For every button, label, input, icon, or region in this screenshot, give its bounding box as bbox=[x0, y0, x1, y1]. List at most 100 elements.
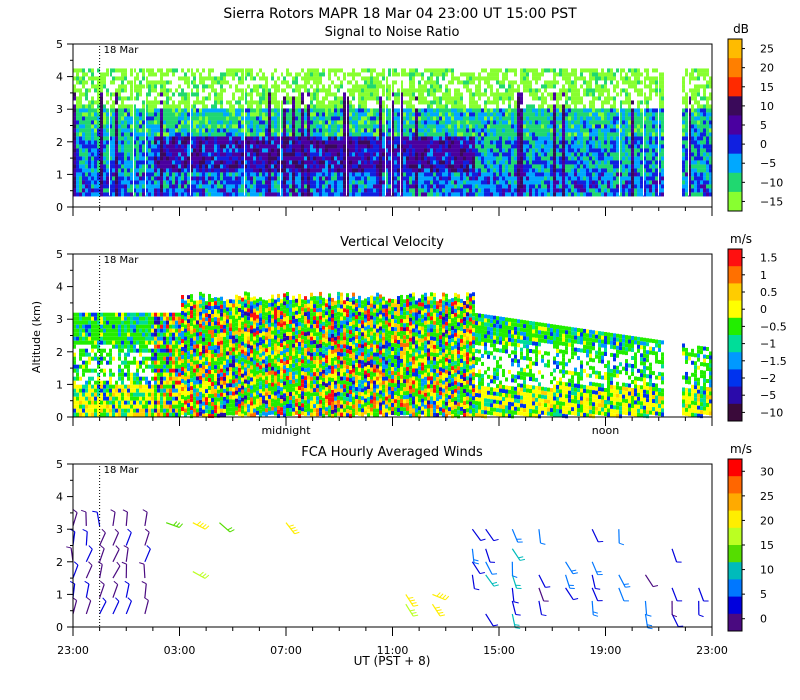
snr-cell bbox=[121, 188, 124, 193]
snr-cell bbox=[394, 136, 397, 141]
snr-cell bbox=[220, 116, 223, 121]
snr-cell bbox=[583, 184, 586, 189]
snr-cell bbox=[127, 96, 130, 101]
snr-cell bbox=[547, 184, 550, 189]
snr-cell bbox=[433, 188, 436, 193]
snr-cell bbox=[184, 172, 187, 177]
snr-cell bbox=[313, 156, 316, 161]
snr-cell bbox=[76, 164, 79, 169]
snr-cell bbox=[463, 108, 466, 113]
snr-cell bbox=[154, 136, 157, 141]
snr-cell bbox=[304, 128, 307, 133]
snr-cell bbox=[235, 188, 238, 193]
snr-gap-stripe bbox=[244, 68, 245, 196]
snr-cell bbox=[496, 68, 499, 73]
snr-cell bbox=[571, 84, 574, 89]
snr-cell bbox=[253, 84, 256, 89]
snr-cell bbox=[238, 120, 241, 125]
snr-cell bbox=[298, 104, 301, 109]
snr-cell bbox=[124, 112, 127, 117]
snr-cell bbox=[82, 152, 85, 157]
snr-cell bbox=[583, 192, 586, 197]
snr-cell bbox=[220, 84, 223, 89]
snr-cell bbox=[286, 172, 289, 177]
snr-cell bbox=[496, 148, 499, 153]
snr-cell bbox=[367, 112, 370, 117]
snr-cell bbox=[130, 156, 133, 161]
snr-cell bbox=[370, 124, 373, 129]
snr-cell bbox=[280, 80, 283, 85]
snr-cell bbox=[172, 192, 175, 197]
snr-cell bbox=[517, 160, 520, 165]
snr-cell bbox=[394, 164, 397, 169]
snr-cell bbox=[214, 136, 217, 141]
snr-cell bbox=[427, 128, 430, 133]
snr-cell bbox=[142, 68, 145, 73]
snr-cell bbox=[250, 136, 253, 141]
snr-cell bbox=[589, 100, 592, 105]
snr-cell bbox=[85, 104, 88, 109]
snr-cell bbox=[487, 184, 490, 189]
snr-cell bbox=[580, 128, 583, 133]
snr-cell bbox=[373, 88, 376, 93]
snr-cell bbox=[355, 156, 358, 161]
snr-cell bbox=[199, 184, 202, 189]
snr-cell bbox=[526, 72, 529, 77]
snr-cell bbox=[220, 108, 223, 113]
snr-cell bbox=[553, 160, 556, 165]
snr-cell bbox=[241, 188, 244, 193]
snr-cell bbox=[76, 144, 79, 149]
snr-cell bbox=[478, 132, 481, 137]
snr-cell bbox=[457, 176, 460, 181]
snr-cell bbox=[361, 176, 364, 181]
snr-cell bbox=[277, 184, 280, 189]
snr-cell bbox=[499, 176, 502, 181]
snr-cell bbox=[586, 80, 589, 85]
snr-cell bbox=[469, 136, 472, 141]
snr-cell bbox=[145, 148, 148, 153]
snr-cell bbox=[460, 152, 463, 157]
snr-cell bbox=[385, 112, 388, 117]
snr-cell bbox=[256, 120, 259, 125]
snr-cell bbox=[451, 188, 454, 193]
snr-cell bbox=[286, 112, 289, 117]
snr-cell bbox=[109, 156, 112, 161]
snr-cell bbox=[523, 76, 526, 81]
snr-cell bbox=[169, 156, 172, 161]
snr-cell bbox=[418, 80, 421, 85]
snr-cell bbox=[112, 140, 115, 145]
snr-cell bbox=[412, 188, 415, 193]
snr-cell bbox=[112, 180, 115, 185]
snr-cell bbox=[373, 136, 376, 141]
snr-cell bbox=[484, 176, 487, 181]
snr-cell bbox=[148, 148, 151, 153]
snr-cell bbox=[310, 140, 313, 145]
snr-cell bbox=[520, 120, 523, 125]
snr-cell bbox=[433, 192, 436, 197]
snr-cell bbox=[310, 100, 313, 105]
snr-cell bbox=[118, 148, 121, 153]
snr-cell bbox=[538, 192, 541, 197]
snr-cell bbox=[298, 168, 301, 173]
snr-cell bbox=[313, 160, 316, 165]
snr-cell bbox=[337, 112, 340, 117]
snr-cell bbox=[217, 160, 220, 165]
snr-cell bbox=[244, 92, 247, 97]
snr-cell bbox=[301, 184, 304, 189]
snr-cell bbox=[568, 172, 571, 177]
snr-cell bbox=[589, 176, 592, 181]
snr-cell bbox=[391, 68, 394, 73]
snr-cell bbox=[190, 140, 193, 145]
snr-cell bbox=[250, 88, 253, 93]
snr-cell bbox=[367, 92, 370, 97]
snr-cell bbox=[115, 164, 118, 169]
snr-cell bbox=[379, 96, 382, 101]
snr-cell bbox=[244, 168, 247, 173]
snr-cell bbox=[148, 132, 151, 137]
snr-cell bbox=[100, 120, 103, 125]
snr-cell bbox=[88, 148, 91, 153]
snr-cell bbox=[571, 128, 574, 133]
snr-cell bbox=[94, 76, 97, 81]
snr-cell bbox=[397, 168, 400, 173]
snr-cell bbox=[238, 124, 241, 129]
